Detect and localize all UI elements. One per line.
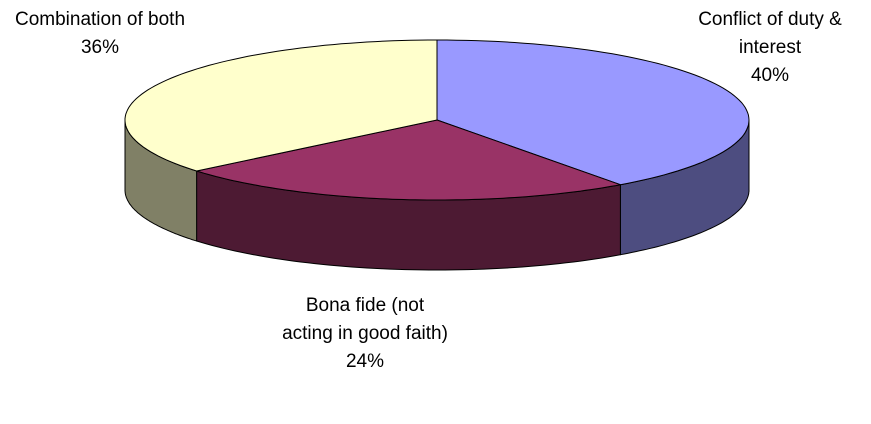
slice	[196, 119, 623, 201]
slice-label: Combination of both 36%	[10, 6, 190, 62]
category-label: Conflict of duty & interest	[698, 9, 842, 58]
value-label: 24%	[345, 351, 385, 372]
slice-label: Bona fide (not acting in good faith) 24%	[280, 292, 450, 376]
value-label: 36%	[80, 37, 120, 58]
category-label: Combination of both	[14, 9, 186, 30]
slice	[436, 39, 750, 186]
category-label: Bona fide (not acting in good faith)	[282, 295, 448, 344]
slice	[124, 39, 438, 172]
slice-label: Conflict of duty & interest 40%	[690, 6, 850, 90]
value-label: 40%	[750, 65, 790, 86]
